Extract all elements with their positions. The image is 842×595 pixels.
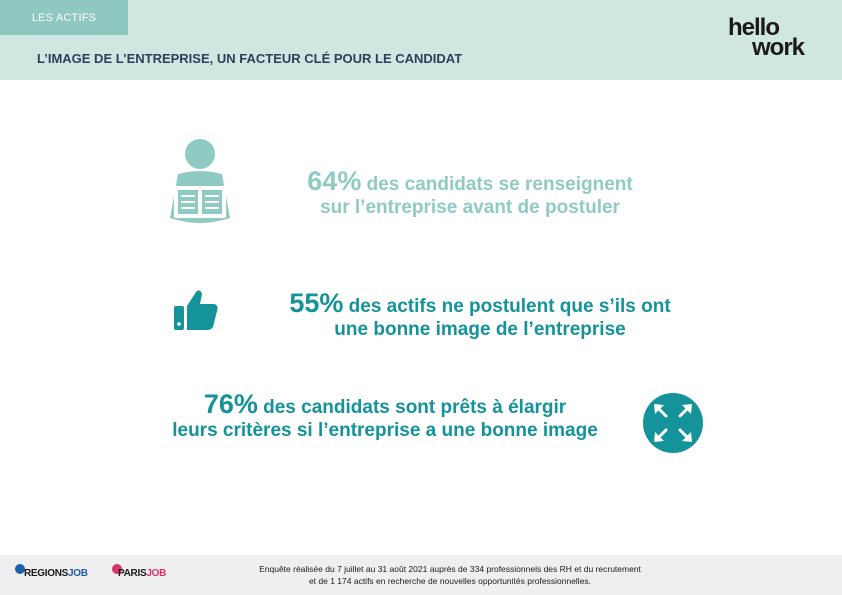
regionsjob-logo-mark — [15, 564, 25, 574]
reading-person-icon — [170, 139, 230, 223]
stat-percent: 76% — [203, 389, 258, 419]
logo-text-hello: hello — [728, 14, 780, 41]
survey-note-line2: et de 1 174 actifs en recherche de nouve… — [308, 576, 592, 586]
footer: REGIONSJOB PARISJOB Enquête réalisée du … — [0, 555, 842, 595]
survey-note: Enquête réalisée du 7 juillet au 31 août… — [200, 563, 700, 587]
stat-text-line1: des actifs ne postulent que s’ils ont — [343, 296, 671, 317]
stat-percent: 55% — [289, 288, 344, 318]
logo-text-work: work — [752, 34, 805, 61]
stat-candidates-research: 64% des candidats se renseignent sur l’e… — [260, 168, 680, 219]
stat-text-line2: sur l’entreprise avant de postuler — [320, 197, 620, 218]
brand-suffix: JOB — [68, 568, 88, 579]
page-title: L’IMAGE DE L’ENTREPRISE, UN FACTEUR CLÉ … — [37, 51, 463, 66]
stat-text-line1: des candidats se renseignent — [361, 174, 633, 195]
hellowork-logo: hello work — [728, 14, 828, 64]
stat-text-line2: une bonne image de l’entreprise — [334, 319, 626, 340]
parisjob-logo: PARISJOB — [118, 568, 166, 579]
stat-workers-image: 55% des actifs ne postulent que s’ils on… — [240, 290, 720, 341]
stat-text-line2: leurs critères si l’entreprise a une bon… — [172, 420, 598, 441]
stat-text-line1: des candidats sont prêts à élargir — [257, 397, 567, 418]
brand-suffix: JOB — [146, 568, 166, 579]
expand-arrows-icon — [643, 393, 703, 453]
stat-percent: 64% — [307, 166, 362, 196]
survey-note-line1: Enquête réalisée du 7 juillet au 31 août… — [259, 564, 641, 574]
brand-name: REGIONS — [24, 568, 69, 579]
stat-candidates-broaden: 76% des candidats sont prêts à élargir l… — [120, 391, 650, 442]
regionsjob-logo: REGIONSJOB — [24, 568, 88, 579]
brand-name: PARIS — [118, 568, 147, 579]
header-band: LES ACTIFS L’IMAGE DE L’ENTREPRISE, UN F… — [0, 0, 842, 80]
thumbs-up-icon — [174, 290, 218, 330]
section-tag: LES ACTIFS — [0, 0, 128, 35]
parisjob-logo-mark — [112, 564, 122, 574]
